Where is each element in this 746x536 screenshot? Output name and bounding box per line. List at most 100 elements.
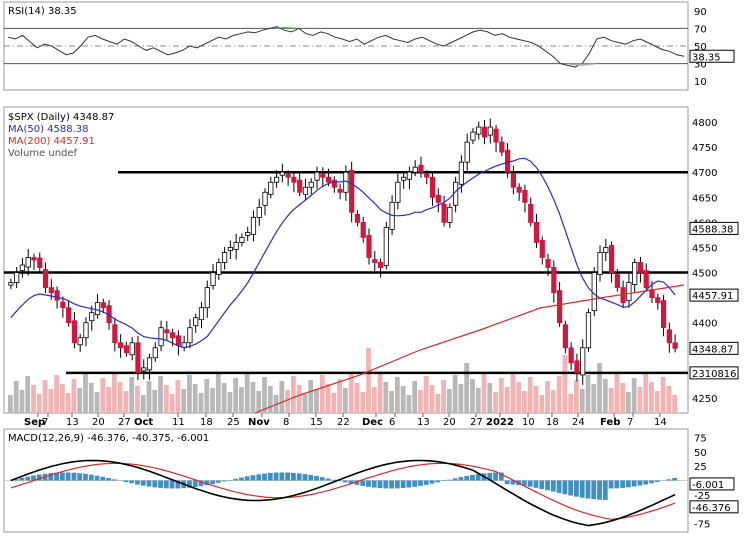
volume-bar: [163, 385, 169, 413]
candle-body: [464, 141, 470, 163]
macd-hist-bar: [163, 480, 169, 489]
candle-body: [458, 161, 465, 185]
candle-body: [273, 176, 280, 183]
candle-body: [193, 317, 199, 327]
macd-hist-bar: [135, 480, 140, 485]
volume-bar: [504, 387, 510, 413]
volume-bar: [111, 373, 117, 413]
volume-bar: [602, 379, 608, 413]
volume-bar: [106, 387, 111, 413]
candle-body: [614, 274, 620, 288]
macd-hist-bar: [527, 480, 533, 487]
macd-hist-bar: [348, 480, 354, 484]
candle-body: [135, 342, 141, 374]
volume-bar: [452, 375, 458, 413]
ma50-line: [10, 157, 676, 349]
candle-body: [539, 240, 545, 258]
price-tick-label: 4750: [692, 143, 717, 154]
x-axis-label: 10: [522, 417, 535, 428]
volume-bar: [545, 381, 550, 413]
candle-body: [528, 203, 534, 223]
candle-body: [198, 307, 205, 321]
macd-hist-bar: [360, 480, 366, 486]
candle-body: [210, 272, 216, 286]
candle-body: [71, 320, 78, 344]
ma200-line: [254, 284, 685, 414]
candle-body: [331, 179, 337, 188]
candle-body: [632, 262, 638, 285]
candle-body: [250, 216, 257, 235]
volume-bar: [152, 390, 158, 413]
volume-bar: [13, 381, 19, 413]
volume-bar: [8, 395, 13, 413]
macd-hist-bar: [470, 474, 475, 481]
macd-hist-bar: [504, 480, 510, 485]
macd-hist-bar: [608, 480, 614, 489]
candle-body: [285, 173, 291, 178]
candle-body: [395, 181, 401, 203]
macd-hist-bar: [233, 478, 239, 481]
volume-bar: [470, 379, 475, 413]
volume-bar: [239, 387, 244, 413]
candle-body: [470, 131, 476, 141]
macd-hist-bar: [314, 476, 319, 481]
macd-hist-bar: [146, 480, 152, 487]
macd-hist-bar: [539, 480, 545, 490]
volume-bar: [31, 385, 36, 413]
volume-bar: [660, 377, 666, 413]
candle-body: [377, 262, 384, 268]
x-axis-label: 8: [283, 417, 289, 428]
candle-body: [37, 257, 43, 268]
candle-body: [447, 206, 453, 223]
candle-body: [60, 301, 66, 309]
macd-hist-bar: [106, 478, 111, 481]
volume-bar: [510, 373, 516, 413]
volume-bar: [48, 389, 54, 413]
volume-bar: [221, 383, 227, 413]
macd-hist-bar: [550, 480, 556, 492]
price-tick-label: 4500: [692, 269, 717, 280]
x-axis-label: 14: [654, 417, 667, 428]
volume-bar: [123, 391, 129, 413]
macd-tick-label: 75: [694, 434, 707, 445]
macd-hist-bar: [510, 480, 516, 485]
macd-hist-bar: [31, 475, 36, 481]
macd-hist-bar: [296, 473, 302, 481]
ma50-value-box: [689, 221, 739, 235]
macd-hist-bar: [302, 474, 308, 481]
volume-bar: [169, 394, 175, 413]
volume-bar: [366, 348, 371, 413]
ma50-legend: MA(50) 4588.38: [8, 124, 89, 135]
macd-hist-bar: [210, 480, 215, 484]
candle-body: [366, 235, 372, 258]
macd-hist-bar: [533, 480, 539, 488]
ma50-value-label: 4588.38: [692, 224, 733, 235]
candle-body: [637, 262, 644, 273]
candle-body: [360, 221, 366, 238]
volume-bar: [672, 395, 677, 413]
volume-bar: [626, 392, 631, 413]
x-axis-label: Dec: [362, 417, 383, 428]
macd-legend: MACD(12,26,9) -46.376, -40.375, -6.001: [8, 433, 209, 444]
macd-hist-bar: [175, 480, 181, 489]
x-axis-label: 7: [42, 417, 48, 428]
macd-hist-bar: [54, 472, 59, 481]
volume-bar: [418, 390, 423, 413]
macd-hist-bar: [123, 480, 129, 483]
volume-bar: [579, 389, 585, 413]
volume-bar: [348, 374, 354, 413]
candle-body: [476, 126, 482, 135]
macd-hist-bar: [140, 480, 146, 486]
macd-hist-bar: [48, 473, 54, 481]
x-axis-label: 27: [470, 417, 483, 428]
macd-hist-bar: [111, 479, 117, 481]
volume-bar: [59, 384, 65, 413]
price-tick-label: 4650: [692, 193, 717, 204]
rsi-last-label: 38.35: [692, 52, 721, 63]
candle-body: [666, 329, 672, 344]
volume-bar: [187, 375, 192, 413]
macd-hist-bar: [285, 472, 291, 481]
volume-bar: [406, 395, 412, 413]
macd-hist-bar: [394, 480, 400, 489]
candle-body: [152, 347, 158, 359]
